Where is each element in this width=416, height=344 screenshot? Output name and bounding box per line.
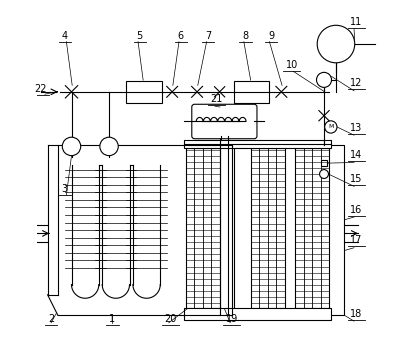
Text: 17: 17: [350, 235, 363, 245]
Text: 14: 14: [350, 150, 363, 160]
Text: 16: 16: [350, 205, 363, 215]
Circle shape: [317, 72, 332, 87]
Text: 22: 22: [35, 84, 47, 94]
Text: M: M: [328, 125, 334, 129]
Circle shape: [62, 137, 81, 155]
Text: 15: 15: [350, 174, 363, 184]
Text: 21: 21: [210, 94, 223, 104]
Circle shape: [100, 137, 118, 155]
Circle shape: [317, 25, 355, 63]
Text: 6: 6: [178, 31, 184, 41]
Bar: [251, 148, 285, 309]
Text: 10: 10: [285, 60, 298, 69]
Bar: [126, 80, 162, 103]
Text: 19: 19: [226, 314, 238, 324]
Bar: [184, 309, 331, 320]
Text: 13: 13: [350, 123, 363, 133]
Circle shape: [325, 121, 337, 133]
Text: 11: 11: [350, 17, 363, 27]
Text: 20: 20: [164, 314, 177, 324]
Text: 2: 2: [48, 314, 54, 324]
Text: 1: 1: [109, 314, 116, 324]
Text: 8: 8: [243, 31, 249, 41]
Bar: [184, 140, 331, 148]
Text: 3: 3: [62, 184, 68, 194]
Bar: [234, 80, 270, 103]
Circle shape: [319, 170, 329, 179]
Bar: [321, 160, 327, 166]
Text: 4: 4: [62, 31, 68, 41]
Text: 12: 12: [350, 78, 363, 88]
Bar: [234, 145, 344, 315]
Bar: [186, 148, 220, 309]
Text: 9: 9: [268, 31, 274, 41]
Text: 5: 5: [136, 31, 143, 41]
Text: 18: 18: [350, 309, 363, 319]
Text: 7: 7: [205, 31, 211, 41]
FancyBboxPatch shape: [192, 104, 257, 139]
Bar: [295, 148, 329, 309]
